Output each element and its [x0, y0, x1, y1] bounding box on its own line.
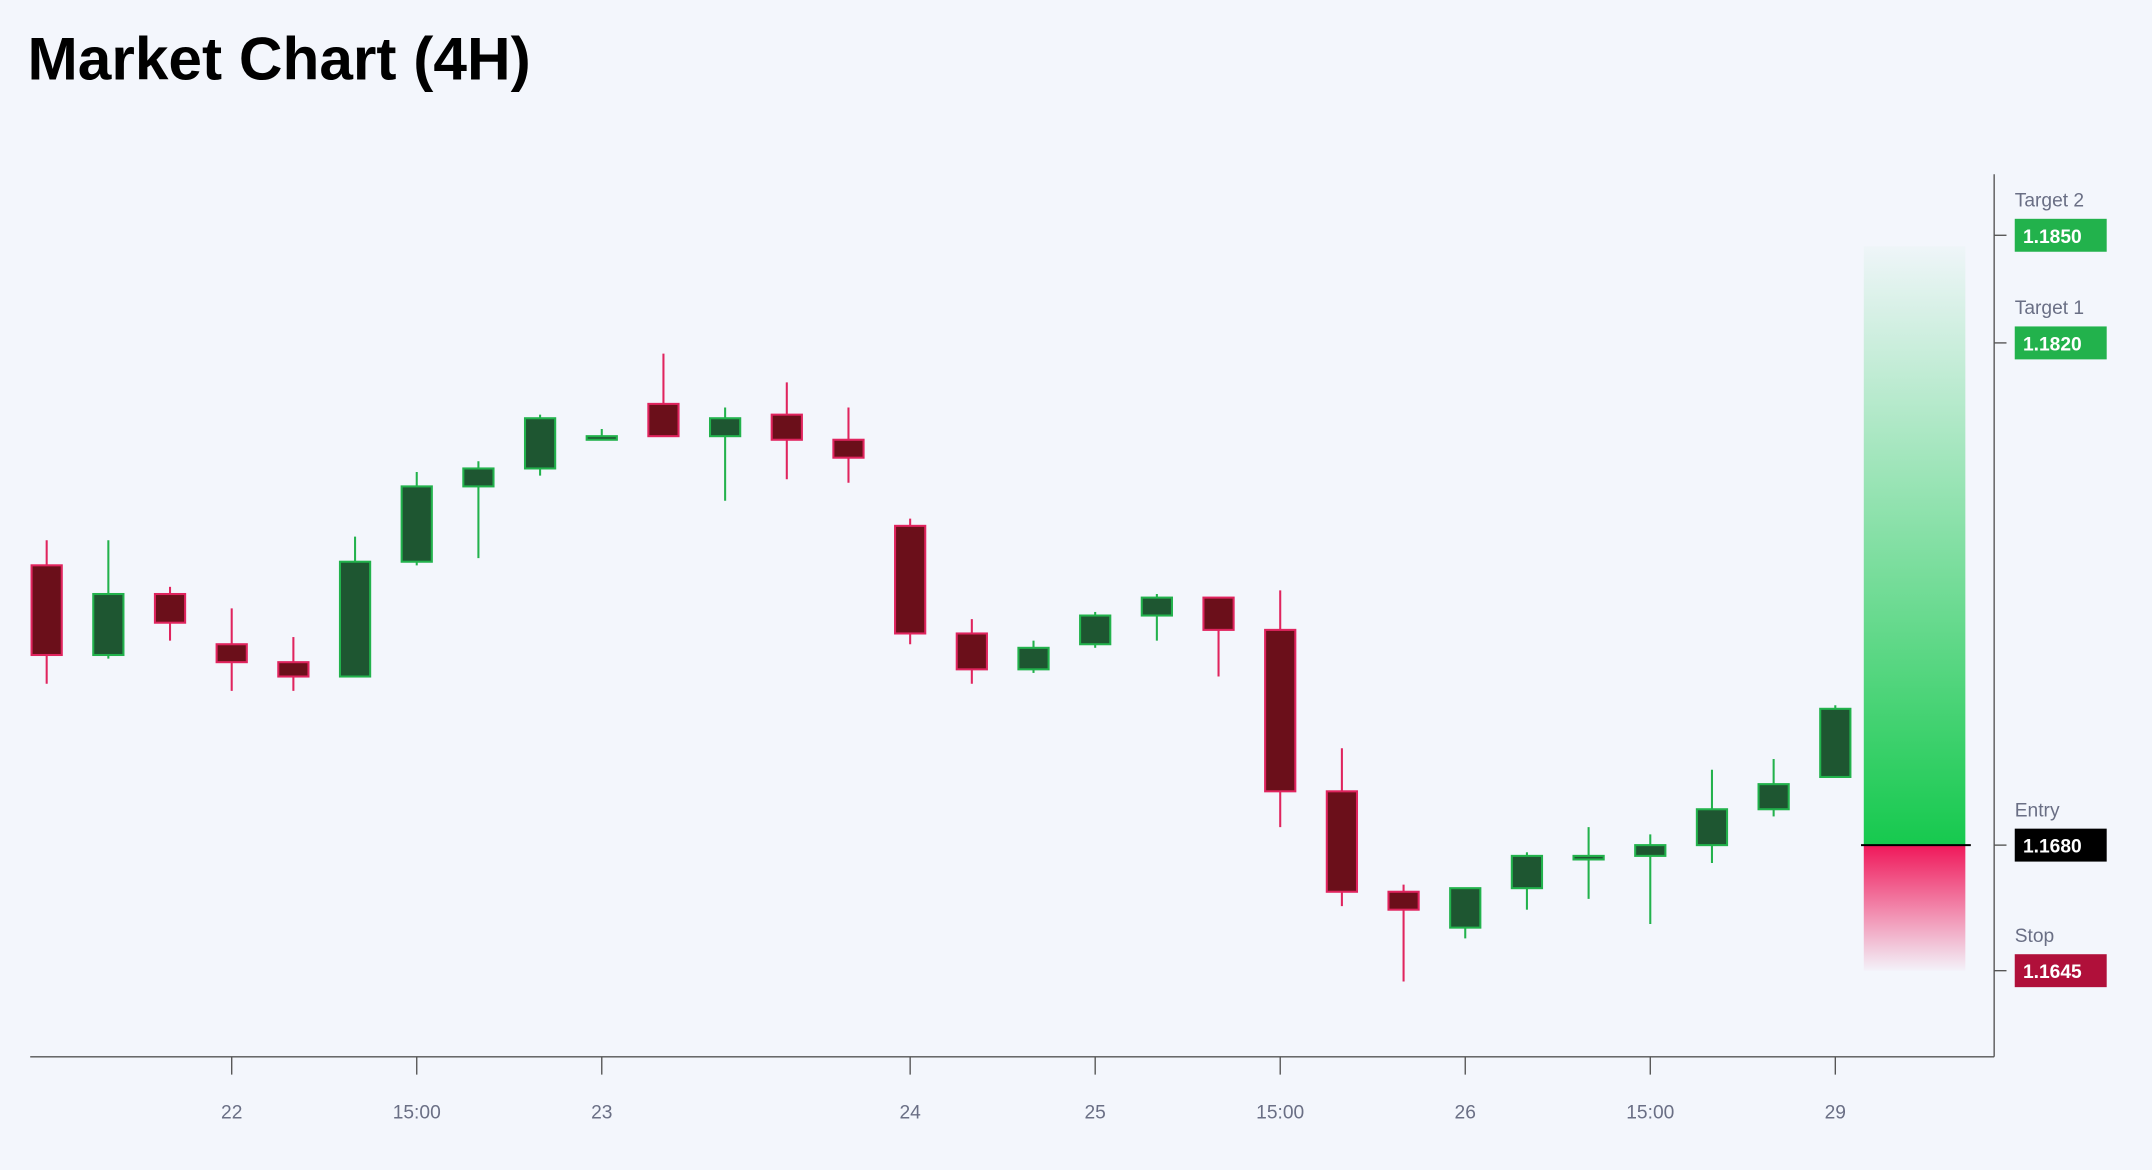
candle-body	[215, 643, 248, 664]
candle-body	[1572, 854, 1605, 861]
level-box	[2014, 326, 2107, 360]
x-tick-label: 26	[1455, 1103, 1476, 1124]
candle-body	[1079, 614, 1112, 646]
loss-zone	[1863, 845, 1966, 971]
level-box	[2014, 954, 2107, 988]
candle-body	[338, 560, 372, 678]
candle-body	[523, 417, 557, 470]
chart-title: Market Chart (4H)	[27, 25, 530, 93]
level-box	[2014, 828, 2107, 862]
level-name: Stop	[2015, 926, 2055, 947]
candle-body	[894, 524, 927, 635]
candle-body	[770, 413, 803, 441]
level-box	[2014, 218, 2107, 252]
x-tick-label: 15:00	[1256, 1103, 1304, 1124]
candle-body	[1387, 890, 1420, 911]
x-tick-label: 15:00	[393, 1103, 441, 1124]
x-tick-label: 15:00	[1626, 1103, 1674, 1124]
candle-body	[832, 438, 865, 459]
candle-body	[647, 402, 680, 438]
level-name: Target 1	[2015, 298, 2084, 319]
profit-zone	[1863, 246, 1966, 846]
level-name: Entry	[2015, 800, 2060, 821]
candle-body	[1449, 887, 1482, 929]
candle-body	[1819, 707, 1852, 778]
level-price: 1.1820	[2023, 334, 2082, 355]
level-name: Target 2	[2015, 190, 2084, 211]
candle-body	[1695, 808, 1729, 847]
candle-body	[955, 632, 988, 671]
candle-body	[92, 592, 125, 657]
x-tick-label: 29	[1825, 1103, 1846, 1124]
candle-body	[1325, 790, 1359, 893]
candle-body	[1757, 783, 1790, 811]
candle-body	[1510, 854, 1544, 890]
candle-body	[400, 485, 433, 563]
candle-body	[1017, 646, 1050, 671]
candle-body	[462, 467, 495, 488]
x-tick-label: 23	[591, 1103, 612, 1124]
candle-body	[1264, 628, 1297, 793]
level-price: 1.1645	[2023, 962, 2082, 983]
candle-body	[30, 564, 63, 657]
candle-body	[1140, 596, 1173, 617]
level-price: 1.1680	[2023, 837, 2082, 858]
candle-body	[277, 661, 310, 678]
x-tick-label: 22	[221, 1103, 242, 1124]
x-tick-label: 24	[899, 1103, 921, 1124]
candle-body	[585, 435, 618, 441]
x-tick-label: 25	[1084, 1103, 1105, 1124]
candle-body	[1202, 596, 1235, 631]
candle-body	[708, 417, 742, 438]
candle-body	[153, 592, 187, 624]
candle-body	[1634, 844, 1667, 857]
level-price: 1.1850	[2023, 227, 2082, 248]
